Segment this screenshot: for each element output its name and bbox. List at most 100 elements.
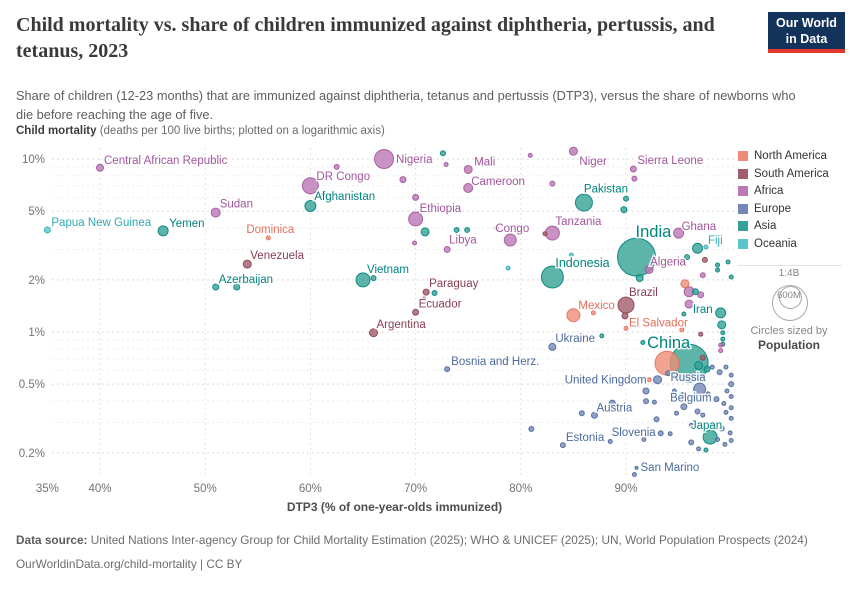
country-point-indonesia[interactable] xyxy=(540,265,564,289)
country-label-venezuela[interactable]: Venezuela xyxy=(249,249,306,264)
legend-item-africa[interactable]: Africa xyxy=(738,185,829,197)
data-point[interactable] xyxy=(723,364,729,370)
country-point-yemen[interactable] xyxy=(157,225,169,237)
data-point[interactable] xyxy=(718,425,725,432)
data-point[interactable] xyxy=(703,365,711,373)
data-point[interactable] xyxy=(443,161,449,167)
country-label-yemen[interactable]: Yemen xyxy=(168,216,206,231)
data-point[interactable] xyxy=(631,175,638,182)
country-point-dominica[interactable] xyxy=(265,235,271,241)
data-point[interactable] xyxy=(709,364,715,370)
data-point[interactable] xyxy=(504,356,510,362)
data-point[interactable] xyxy=(696,446,702,452)
country-point-ghana[interactable] xyxy=(673,227,685,239)
country-point-cameroon[interactable] xyxy=(463,182,474,193)
data-point[interactable] xyxy=(722,441,728,447)
data-point[interactable] xyxy=(653,416,660,423)
country-label-central-african-republic[interactable]: Central African Republic xyxy=(103,153,230,168)
legend-item-oceania[interactable]: Oceania xyxy=(738,238,829,250)
country-label-niger[interactable]: Niger xyxy=(578,155,609,170)
data-point[interactable] xyxy=(699,354,706,361)
data-point[interactable] xyxy=(599,333,605,339)
country-label-ghana[interactable]: Ghana xyxy=(680,220,718,235)
country-point-san-marino[interactable] xyxy=(634,465,639,470)
country-label-estonia[interactable]: Estonia xyxy=(564,431,606,446)
country-point-sierra-leone[interactable] xyxy=(629,165,637,173)
data-point[interactable] xyxy=(716,369,723,376)
country-label-mali[interactable]: Mali xyxy=(473,155,497,170)
data-point[interactable] xyxy=(692,396,698,402)
country-point-congo[interactable] xyxy=(503,233,517,247)
data-point[interactable] xyxy=(542,231,548,237)
country-label-dominica[interactable]: Dominica xyxy=(245,222,297,237)
data-point[interactable] xyxy=(679,327,685,333)
country-label-algeria[interactable]: Algeria xyxy=(649,255,688,270)
country-label-san-marino[interactable]: San Marino xyxy=(639,460,701,475)
country-label-iran[interactable]: Iran xyxy=(691,302,714,317)
data-point[interactable] xyxy=(620,206,628,214)
country-label-cameroon[interactable]: Cameroon xyxy=(470,174,527,189)
country-point-libya[interactable] xyxy=(443,245,451,253)
data-point[interactable] xyxy=(720,336,726,342)
country-point-paraguay[interactable] xyxy=(422,288,430,296)
country-label-vietnam[interactable]: Vietnam xyxy=(366,262,411,277)
data-point[interactable] xyxy=(607,438,613,444)
legend-item-north-america[interactable]: North America xyxy=(738,150,829,162)
owid-logo[interactable]: Our World in Data xyxy=(768,12,845,53)
data-point[interactable] xyxy=(631,472,637,478)
data-point[interactable] xyxy=(721,401,727,407)
country-point-iran[interactable] xyxy=(715,307,727,319)
country-point-dr-congo[interactable] xyxy=(301,177,319,195)
data-point[interactable] xyxy=(684,299,694,309)
data-point[interactable] xyxy=(718,348,724,354)
data-point[interactable] xyxy=(578,410,585,417)
country-point-estonia[interactable] xyxy=(559,442,566,449)
country-label-ecuador[interactable]: Ecuador xyxy=(417,297,463,312)
country-point-fiji[interactable] xyxy=(703,244,709,250)
country-point-el-salvador[interactable] xyxy=(623,325,629,331)
country-label-dr-congo[interactable]: DR Congo xyxy=(315,169,372,184)
country-point-venezuela[interactable] xyxy=(242,259,252,269)
country-label-brazil[interactable]: Brazil xyxy=(628,286,660,301)
data-point[interactable] xyxy=(703,447,709,453)
country-label-india[interactable]: India xyxy=(634,222,674,243)
country-point-united-kingdom[interactable] xyxy=(653,375,663,385)
legend-item-europe[interactable]: Europe xyxy=(738,203,829,215)
data-point[interactable] xyxy=(728,393,734,399)
country-point-austria[interactable] xyxy=(590,411,598,419)
data-point[interactable] xyxy=(233,283,241,291)
data-point[interactable] xyxy=(727,430,733,436)
data-point[interactable] xyxy=(715,267,721,273)
country-point-japan[interactable] xyxy=(702,429,718,445)
country-label-austria[interactable]: Austria xyxy=(595,401,634,416)
data-point[interactable] xyxy=(431,290,438,297)
country-point-papua-new-guinea[interactable] xyxy=(43,226,51,234)
country-label-argentina[interactable]: Argentina xyxy=(375,317,428,332)
country-point-mali[interactable] xyxy=(463,164,473,174)
country-label-tanzania[interactable]: Tanzania xyxy=(554,215,604,230)
data-point[interactable] xyxy=(715,437,721,443)
data-point[interactable] xyxy=(640,339,646,345)
data-point[interactable] xyxy=(527,152,533,158)
data-point[interactable] xyxy=(694,361,704,371)
country-point-azerbaijan[interactable] xyxy=(212,283,220,291)
country-point-ecuador[interactable] xyxy=(412,308,420,316)
country-label-sierra-leone[interactable]: Sierra Leone xyxy=(636,154,705,169)
data-point[interactable] xyxy=(699,272,706,279)
data-point[interactable] xyxy=(698,331,704,337)
country-point-argentina[interactable] xyxy=(369,328,379,338)
country-label-nigeria[interactable]: Nigeria xyxy=(395,153,435,168)
data-point[interactable] xyxy=(494,225,500,231)
data-point[interactable] xyxy=(728,405,734,411)
data-point[interactable] xyxy=(684,254,691,261)
country-point-pakistan[interactable] xyxy=(574,193,593,212)
data-point[interactable] xyxy=(724,388,730,394)
country-point-mexico[interactable] xyxy=(566,308,581,323)
data-point[interactable] xyxy=(713,396,720,403)
country-point-nigeria[interactable] xyxy=(374,149,395,169)
data-point[interactable] xyxy=(728,274,734,280)
data-point[interactable] xyxy=(692,242,704,254)
legend-item-south-america[interactable]: South America xyxy=(738,168,829,180)
data-point[interactable] xyxy=(715,262,721,268)
data-point[interactable] xyxy=(709,421,715,427)
